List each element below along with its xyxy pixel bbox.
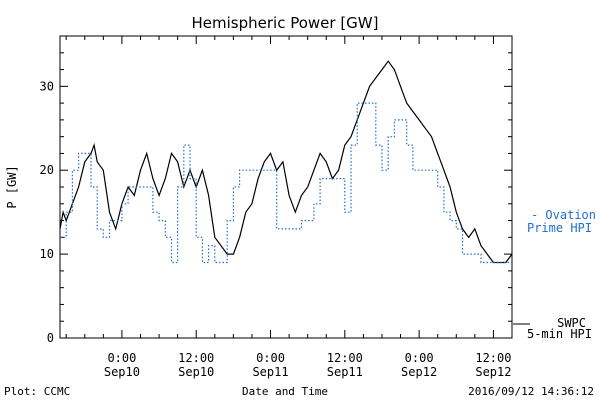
x-tick-label-date: Sep12: [475, 365, 511, 379]
legend-swpc-line1: SWPC: [557, 316, 586, 330]
y-axis-label: P [GW]: [5, 165, 19, 208]
x-tick-label-time: 0:00: [405, 351, 434, 365]
x-tick-label-time: 0:00: [256, 351, 285, 365]
x-tick-label-time: 12:00: [178, 351, 214, 365]
legend-ovation-line1: - Ovation: [531, 208, 596, 222]
series-layer: [59, 60, 513, 264]
y-axis: 0 10 20 30: [40, 35, 512, 345]
chart-title: Hemispheric Power [GW]: [192, 14, 379, 32]
x-axis: 0:00Sep1012:00Sep100:00Sep1112:00Sep110:…: [65, 36, 513, 379]
legend-ovation-line2: Prime HPI: [527, 221, 592, 235]
x-tick-label-date: Sep10: [104, 365, 140, 379]
x-tick-label-date: Sep11: [252, 365, 288, 379]
series-swpc-line: [59, 60, 513, 264]
y-tick-label: 20: [40, 163, 54, 177]
x-tick-label-date: Sep11: [327, 365, 363, 379]
x-tick-label-time: 12:00: [475, 351, 511, 365]
x-tick-label-date: Sep12: [401, 365, 437, 379]
x-tick-label-time: 0:00: [107, 351, 136, 365]
x-tick-label-time: 12:00: [327, 351, 363, 365]
y-tick-label: 10: [40, 247, 54, 261]
y-tick-label: 0: [47, 331, 54, 345]
y-tick-label: 30: [40, 79, 54, 93]
footer-plot-credit: Plot: CCMC: [4, 385, 70, 398]
x-axis-label: Date and Time: [242, 385, 328, 398]
legend-swpc-line2: 5-min HPI: [527, 327, 592, 341]
x-tick-label-date: Sep10: [178, 365, 214, 379]
footer-timestamp: 2016/09/12 14:36:12: [468, 385, 594, 398]
series-ovation-line: [60, 102, 512, 264]
